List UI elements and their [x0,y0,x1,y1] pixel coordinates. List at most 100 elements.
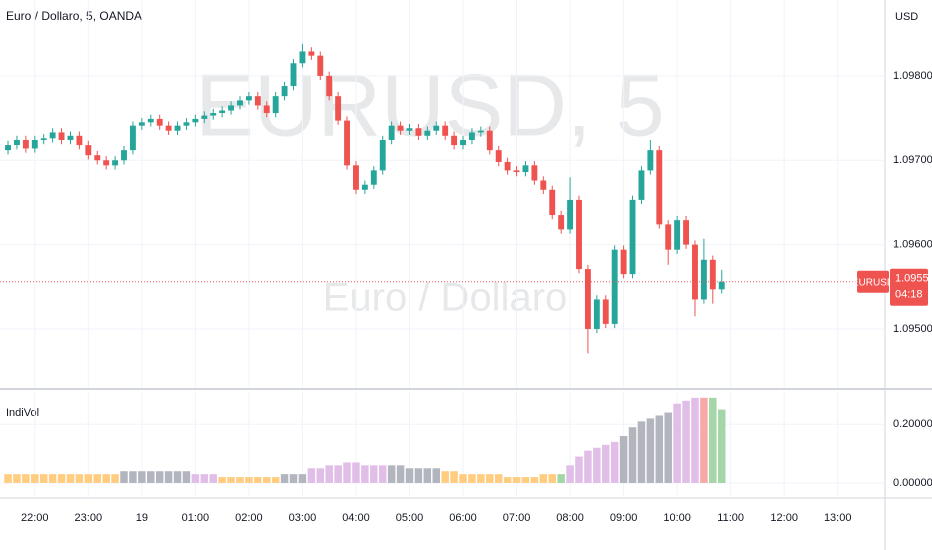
volume-bar [173,471,182,483]
volume-bar [289,474,298,483]
candle-body [147,118,154,123]
volume-bar [66,474,75,483]
candle-body [76,135,83,146]
candle-body [290,63,297,87]
volume-bar [548,474,556,483]
candle-body [540,180,547,190]
candle-body [442,125,449,136]
candle-body [326,75,333,97]
symbol-title: Euro / Dollaro, 5, OANDA [6,9,142,23]
candle-body [602,299,609,324]
volume-bar [441,471,449,483]
volume-bar [75,474,84,483]
volume-bar [396,465,405,483]
volume-bar [477,474,485,483]
volume-bar [280,474,289,483]
candle-body [112,160,119,166]
candle-body [272,96,279,114]
candle-body [558,215,565,230]
candle-body [219,110,226,114]
volume-bar [200,474,209,483]
volume-bar [271,477,280,483]
candle-body [692,244,698,300]
volume-bar [298,474,307,483]
volume-bar [682,400,690,483]
x-tick-label: 23:00 [75,512,103,524]
candle-body [263,105,270,114]
volume-bar [236,477,244,483]
symbol-tag-label: EURUSD [852,277,894,288]
volume-bar [209,474,217,483]
candle-body [31,140,38,149]
candle-body [549,189,556,216]
x-tick-label: 13:00 [824,512,852,524]
candle-body [397,125,404,131]
volume-bar [700,397,708,483]
volume-bar [93,474,101,483]
candle-body [567,199,574,230]
volume-bar [370,465,378,483]
candle-body [94,155,101,161]
candle-body [379,140,386,171]
candle-body [344,120,350,166]
volume-bar [316,468,325,483]
volume-bar [494,474,503,483]
volume-bar [512,477,521,483]
volume-bar [147,471,155,483]
volume-bar [575,456,583,483]
volume-bar [245,477,253,483]
candle-body [299,51,306,64]
candle-body [700,259,707,300]
candle-body [245,96,252,101]
volume-bar [539,474,548,483]
candle-body [611,249,618,324]
candle-body [14,140,20,146]
candle-body [228,105,235,111]
candle-body [22,140,29,149]
volume-bar [486,474,494,483]
x-tick-label: 06:00 [449,512,477,524]
x-tick-label: 03:00 [289,512,317,524]
candle-body [156,118,163,126]
volume-bar [263,477,271,483]
candle-body [388,125,395,141]
price-tag [890,268,928,306]
symbol-tag [857,270,889,293]
volume-bar [521,477,530,483]
candle-body [647,150,654,171]
candle-body [183,122,190,126]
candle-body [353,165,359,190]
candle-body [192,118,199,123]
candle-body [674,220,681,250]
volume-bar [352,462,360,483]
candle-body [317,55,324,76]
candle-body [49,132,56,139]
volume-bar [691,397,699,483]
y-tick-label: 1.09500 [893,323,932,335]
candle-body [129,125,136,151]
volume-bar [610,441,619,483]
candle-body [718,281,725,290]
candle-body [486,130,493,151]
candle-body [683,220,689,245]
candle-body [335,96,342,121]
volume-bar [227,477,235,483]
volume-bar [102,474,110,483]
volume-bar [423,468,432,483]
candle-body [656,150,663,225]
volume-bar [155,471,164,483]
candle-body [576,199,582,270]
x-tick-label: 19 [136,512,148,524]
x-tick-label: 05:00 [396,512,424,524]
candle-body [433,125,440,131]
y-tick-label: 0.20000 [893,418,932,430]
candle-body [85,145,92,156]
candle-body [620,249,627,275]
volume-bar [646,418,655,483]
volume-bar [334,465,342,483]
volume-bar [22,474,30,483]
candle-body [58,132,65,141]
volume-bar [325,465,333,483]
candle-body [638,170,645,200]
